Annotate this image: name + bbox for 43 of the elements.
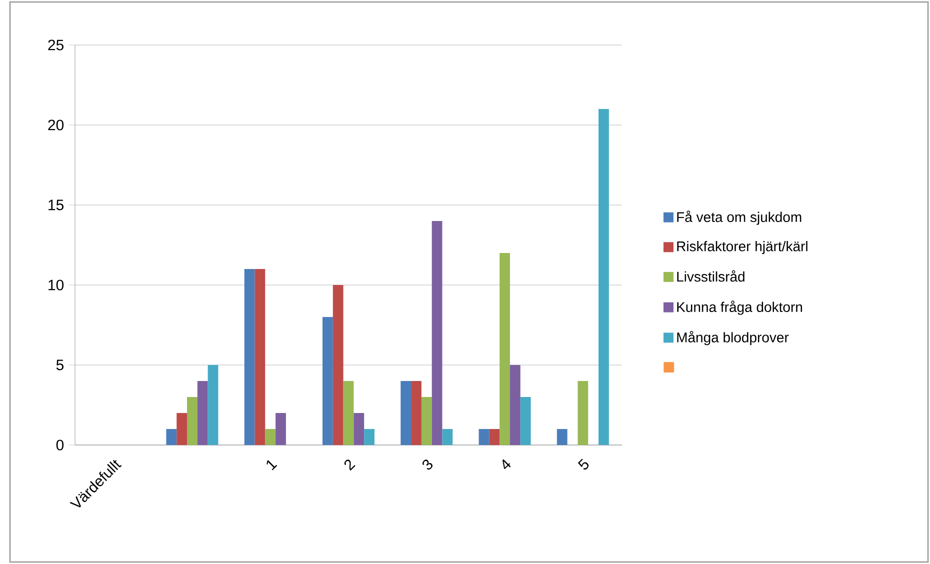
- x-tick-label: 2: [344, 460, 356, 471]
- legend-label: Livsstilsråd: [677, 270, 744, 282]
- x-tick-label: 4: [502, 459, 511, 470]
- y-tick-label: 25: [48, 40, 64, 50]
- y-tick-label: 15: [48, 200, 64, 210]
- bar: [478, 429, 490, 445]
- legend-label: Kunna fråga doktorn: [677, 300, 802, 315]
- bar: [354, 413, 364, 445]
- bar: [489, 429, 500, 445]
- bar: [421, 397, 432, 445]
- bar: [432, 221, 442, 445]
- legend-label: Många blodprover: [677, 330, 789, 346]
- bar: [343, 381, 354, 445]
- bar: [364, 429, 374, 445]
- y-tick-label: 10: [48, 280, 64, 290]
- bar: [187, 397, 198, 445]
- legend-label: Riskfaktorer hjärt/kärl: [677, 241, 808, 254]
- bar: [208, 365, 218, 445]
- y-tick-label: 0: [56, 440, 64, 450]
- bar: [322, 317, 333, 445]
- bar: [598, 109, 609, 445]
- bar: [520, 397, 531, 445]
- bar: [578, 381, 588, 445]
- bar: [556, 429, 568, 445]
- bar: [166, 429, 177, 445]
- x-tick-label: 3: [422, 460, 432, 470]
- legend-label: Få veta om sjukdom: [677, 210, 802, 225]
- bar: [500, 253, 510, 445]
- bar: [265, 429, 276, 445]
- y-tick-label: 20: [48, 120, 64, 130]
- bar: [276, 413, 286, 445]
- bar: [332, 285, 344, 445]
- x-tick-label: 1: [266, 460, 278, 470]
- bar: [254, 269, 266, 445]
- x-tick-label: 5: [578, 458, 589, 470]
- bar: [411, 381, 422, 445]
- bar: [197, 381, 208, 445]
- bar: [244, 269, 255, 445]
- bar: [510, 365, 520, 445]
- y-tick-label: 5: [56, 360, 64, 370]
- bar: [176, 413, 188, 445]
- bar: [442, 429, 453, 445]
- bar: [400, 381, 412, 445]
